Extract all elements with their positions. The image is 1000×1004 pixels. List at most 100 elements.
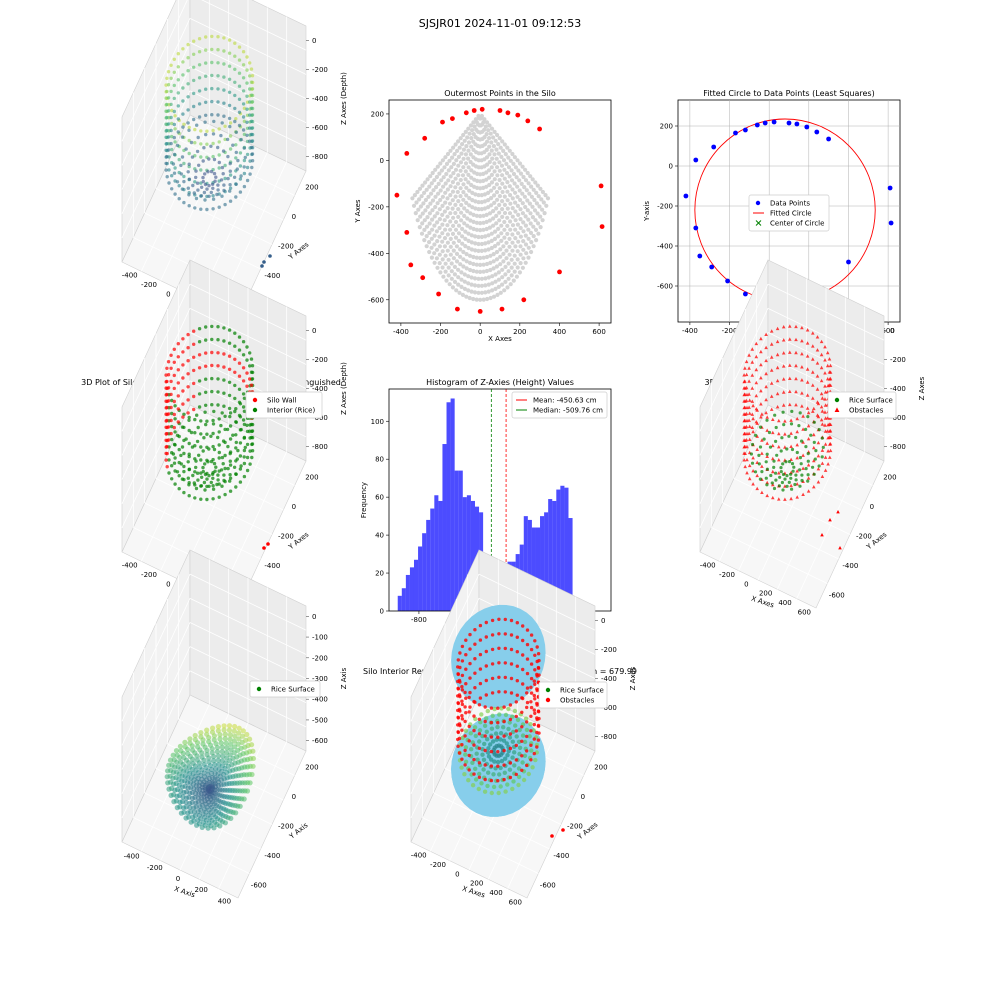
chart-title: Outermost Points in the Silo <box>444 89 556 98</box>
interior-point <box>434 229 439 234</box>
interior-point <box>496 241 501 246</box>
obstacle-point <box>525 642 530 647</box>
interior-point <box>443 253 448 258</box>
interior-point <box>466 165 471 170</box>
data-point <box>211 186 215 190</box>
obstacle-point <box>489 735 494 739</box>
x-tick-label: 200 <box>470 880 483 888</box>
surface-cell <box>165 768 171 774</box>
surface-cell <box>226 727 232 733</box>
data-point <box>237 45 242 49</box>
rice-point <box>804 445 808 449</box>
obstacle-point <box>751 403 755 408</box>
interior-point <box>545 196 551 201</box>
outer-point <box>515 112 521 118</box>
interior-point <box>499 163 505 168</box>
obstacle-point <box>794 363 798 368</box>
data-point <box>192 78 196 83</box>
interior-point <box>440 203 445 208</box>
interior-point <box>502 142 507 147</box>
data-point <box>216 87 220 91</box>
obstacle-point <box>744 398 749 403</box>
interior-point <box>460 173 466 178</box>
data-point <box>888 220 894 226</box>
interior-point <box>526 181 531 186</box>
interior-point <box>187 441 191 446</box>
data-point <box>165 175 169 179</box>
data-point <box>211 128 215 133</box>
surface-cell <box>187 736 193 742</box>
interior-point <box>239 464 243 468</box>
interior-point <box>167 471 171 475</box>
z-tick-label: -800 <box>312 153 328 161</box>
wall-point <box>197 366 202 370</box>
interior-point <box>464 252 469 257</box>
data-point <box>186 170 190 174</box>
interior-point <box>461 190 466 195</box>
interior-point <box>436 181 441 186</box>
interior-point <box>459 270 464 275</box>
interior-point <box>489 148 494 153</box>
interior-point <box>528 211 533 216</box>
interior-point <box>530 215 536 220</box>
data-point <box>172 152 177 157</box>
interior-point <box>172 442 177 447</box>
obstacle-point <box>477 775 482 779</box>
data-point <box>172 96 176 101</box>
obstacle-point <box>484 678 488 683</box>
interior-point <box>426 194 431 199</box>
interior-point <box>492 200 497 205</box>
obstacle-point <box>490 662 495 666</box>
surface-cell <box>165 780 171 786</box>
obstacle-point <box>771 469 775 474</box>
interior-point <box>435 211 440 216</box>
obstacle-point <box>769 381 774 385</box>
data-point <box>212 171 217 176</box>
interior-point <box>461 156 466 161</box>
interior-point <box>233 409 237 414</box>
interior-point <box>170 411 174 416</box>
y-tick-label: -400 <box>264 852 280 860</box>
interior-point <box>454 259 460 264</box>
data-point <box>165 154 169 159</box>
interior-point <box>506 276 511 281</box>
obstacle-point <box>520 710 524 714</box>
obstacle-point <box>795 443 799 447</box>
interior-point <box>433 204 438 210</box>
interior-point <box>439 178 444 183</box>
interior-point <box>233 331 237 335</box>
interior-point <box>443 261 448 266</box>
obstacle-point <box>742 458 746 462</box>
interior-point <box>419 231 425 236</box>
data-point <box>233 80 237 85</box>
interior-point <box>491 144 496 149</box>
interior-point <box>461 147 466 152</box>
wall-point <box>249 383 254 387</box>
obstacle-point <box>478 623 483 628</box>
interior-point <box>514 175 519 180</box>
interior-point <box>463 244 468 249</box>
obstacle-point <box>532 737 536 741</box>
interior-point <box>412 193 417 198</box>
interior-point <box>506 261 511 266</box>
data-point <box>227 90 232 95</box>
x-tick-label: -200 <box>722 327 738 335</box>
obstacle-point <box>529 705 534 710</box>
interior-point <box>479 276 484 281</box>
data-point <box>186 56 190 60</box>
obstacle-point <box>464 667 468 671</box>
interior-point <box>494 221 499 226</box>
rice-point <box>501 738 507 743</box>
interior-point <box>212 447 217 452</box>
data-point <box>176 52 180 56</box>
interior-point <box>473 241 478 246</box>
interior-point <box>250 455 254 460</box>
legend-label: Center of Circle <box>770 220 824 228</box>
interior-point <box>453 219 459 225</box>
wall-point <box>216 351 220 355</box>
interior-point <box>521 239 526 244</box>
interior-point <box>451 215 456 220</box>
interior-point <box>471 139 476 144</box>
data-point <box>196 188 200 192</box>
interior-point <box>193 417 197 422</box>
